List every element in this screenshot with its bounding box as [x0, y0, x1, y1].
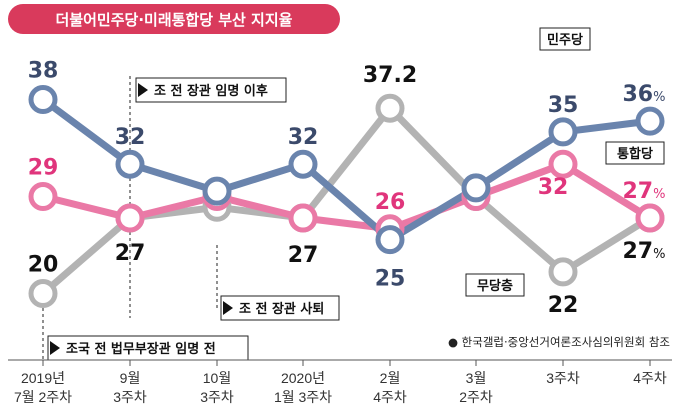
data-point-민주당: [288, 149, 318, 179]
data-point-민주당: [635, 106, 665, 136]
data-point-민주당: [202, 176, 232, 206]
x-tick-label: 10월: [203, 370, 231, 386]
title-background: [8, 4, 340, 34]
data-label-무당층: 27%: [623, 239, 666, 264]
x-tick-label: 9월: [120, 370, 141, 386]
legend-tag-box-무당층: [465, 273, 525, 297]
data-point-무당층: [28, 279, 58, 308]
legend-tag-통합당: 통합당: [617, 146, 653, 162]
data-point-무당층: [548, 257, 578, 287]
data-label-무당층: 27: [288, 243, 319, 268]
data-label-통합당: 29: [28, 156, 59, 181]
data-point-민주당: [548, 117, 578, 147]
data-label-민주당: 36%: [623, 82, 666, 107]
data-label-통합당: 27%: [623, 179, 666, 204]
legend-tag-box-민주당: [539, 27, 591, 51]
data-label-민주당: 35: [548, 93, 579, 118]
data-point-통합당: [288, 203, 318, 233]
annotation-pointer: [138, 83, 148, 97]
legend-tag-무당층: 무당층: [477, 278, 513, 294]
data-label-무당층: 20: [28, 252, 59, 277]
data-label-통합당: 26: [375, 190, 406, 215]
annotation-pointer: [223, 301, 233, 315]
data-label-통합당: 32: [538, 175, 569, 200]
annotation-text: 조국 전 법무부장관 임명 전: [66, 341, 216, 357]
data-point-민주당: [115, 149, 145, 179]
data-label-민주당: 25: [375, 267, 406, 292]
data-point-민주당: [28, 85, 58, 114]
chart-title-text: 더불어민주당·미래통합당 부산 지지율: [56, 11, 293, 29]
x-tick-label: 2020년: [281, 370, 325, 386]
data-label-민주당: 32: [288, 125, 319, 150]
data-point-무당층: [375, 93, 405, 123]
x-tick-label-line2: 3주차: [200, 389, 234, 405]
chart-title: 더불어민주당·미래통합당 부산 지지율: [8, 4, 340, 34]
data-label-무당층: 22: [548, 293, 579, 318]
data-label-민주당: 32: [115, 125, 146, 150]
data-label-unit: %: [653, 187, 665, 202]
annotation-box: [135, 77, 287, 103]
data-point-통합당: [635, 203, 665, 233]
x-tick-label: 2019년: [21, 370, 65, 386]
data-point-민주당: [461, 173, 491, 203]
data-point-민주당: [375, 225, 405, 255]
data-point-통합당: [115, 203, 145, 233]
annotation-box: [220, 295, 340, 321]
data-point-통합당: [28, 182, 58, 211]
series-line-민주당: [39, 96, 654, 244]
data-label-민주당: 38: [28, 59, 59, 84]
legend-tag-민주당: 민주당: [547, 32, 583, 48]
x-tick-label-line2: 3주차: [113, 389, 147, 405]
annotation-text: 조 전 장관 임명 이후: [154, 83, 268, 99]
data-point-통합당: [548, 149, 578, 179]
x-tick-label-line2: 2주차: [459, 389, 493, 405]
x-tick-label-line2: 4주차: [373, 389, 407, 405]
x-tick-label-line2: 7월 2주차: [14, 389, 72, 405]
x-tick-label: 4주차: [633, 370, 667, 386]
annotation-box: [47, 335, 249, 361]
x-tick-label: 2월: [380, 370, 401, 386]
annotation-text: 조 전 장관 사퇴: [239, 301, 324, 317]
x-tick-label: 3월: [466, 370, 487, 386]
legend-tag-box-통합당: [605, 141, 665, 165]
x-tick-label: 3주차: [546, 370, 580, 386]
data-label-무당층: 37.2: [363, 63, 417, 88]
data-label-unit: %: [653, 90, 665, 105]
data-label-unit: %: [653, 247, 665, 262]
x-tick-label-line2: 1월 3주차: [274, 389, 332, 405]
data-label-무당층: 27: [115, 241, 146, 266]
series-line-통합당: [39, 160, 654, 233]
annotation-pointer: [50, 341, 60, 355]
source-note: ● 한국갤럽·중앙선거여론조사심의위원회 참조: [448, 335, 670, 349]
